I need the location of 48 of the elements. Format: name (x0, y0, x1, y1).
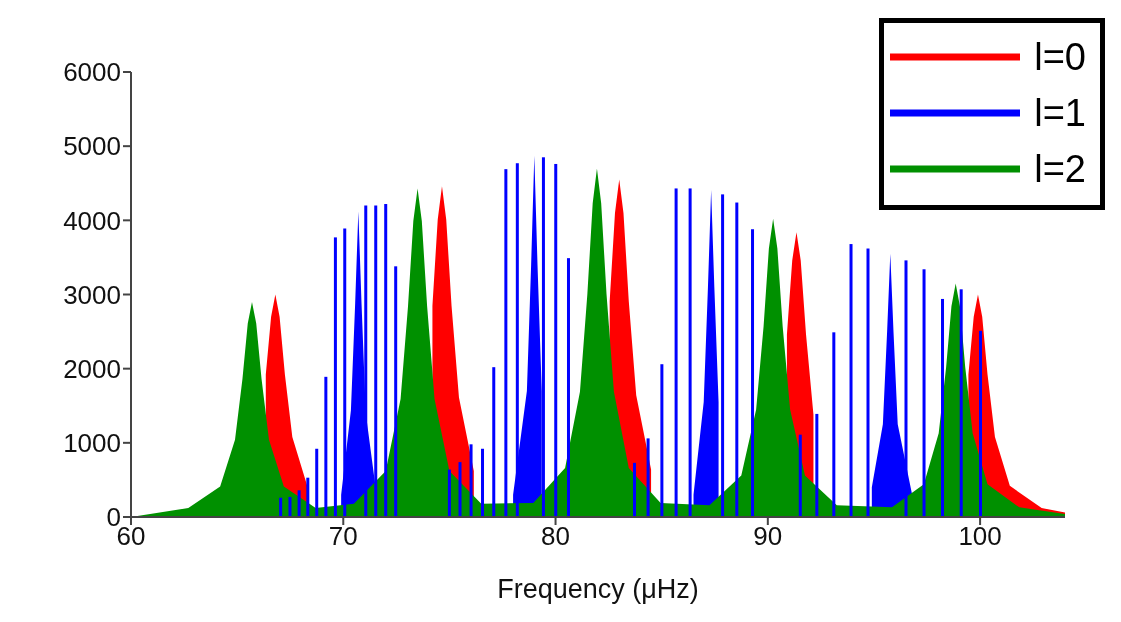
x-tick-label: 100 (958, 521, 1002, 552)
legend-label: l=2 (1034, 147, 1086, 191)
bar (492, 367, 496, 517)
bar (297, 490, 301, 517)
x-tick-label: 90 (753, 521, 783, 552)
bar (288, 496, 292, 517)
y-tick-label: 5000 (63, 131, 121, 162)
bar (279, 497, 283, 517)
bar (674, 188, 678, 517)
bar (721, 194, 725, 517)
x-tick-label: 80 (541, 521, 571, 552)
legend-label: l=0 (1034, 35, 1086, 79)
legend-label: l=1 (1034, 91, 1086, 135)
bar (481, 448, 485, 517)
bar (469, 444, 473, 517)
bar (394, 266, 398, 517)
x-axis-title: Frequency (μHz) (497, 574, 699, 604)
y-tick-label: 6000 (63, 57, 121, 88)
bar (735, 202, 739, 517)
bar (306, 477, 310, 517)
bar (447, 469, 451, 517)
bar (922, 269, 926, 517)
bar (554, 163, 558, 517)
bar (815, 413, 819, 517)
y-tick-label: 3000 (63, 279, 121, 310)
bar (941, 298, 945, 517)
bar (979, 330, 983, 517)
bar (751, 229, 755, 517)
x-tick-label: 70 (328, 521, 358, 552)
bar (384, 204, 388, 517)
bar (660, 364, 664, 517)
y-tick-label: 2000 (63, 353, 121, 384)
bar (646, 438, 650, 517)
bar (688, 188, 692, 517)
bar (959, 289, 963, 517)
bar (633, 462, 636, 517)
bar (504, 169, 508, 517)
bar (798, 434, 802, 517)
bar (849, 244, 853, 517)
y-tick-label: 1000 (63, 428, 121, 459)
bar (866, 248, 870, 517)
bar (566, 258, 570, 517)
bar (333, 237, 337, 517)
bar (324, 376, 328, 517)
bar (458, 462, 462, 517)
y-tick-label: 4000 (63, 205, 121, 236)
bar (832, 332, 836, 517)
bar (315, 448, 319, 517)
